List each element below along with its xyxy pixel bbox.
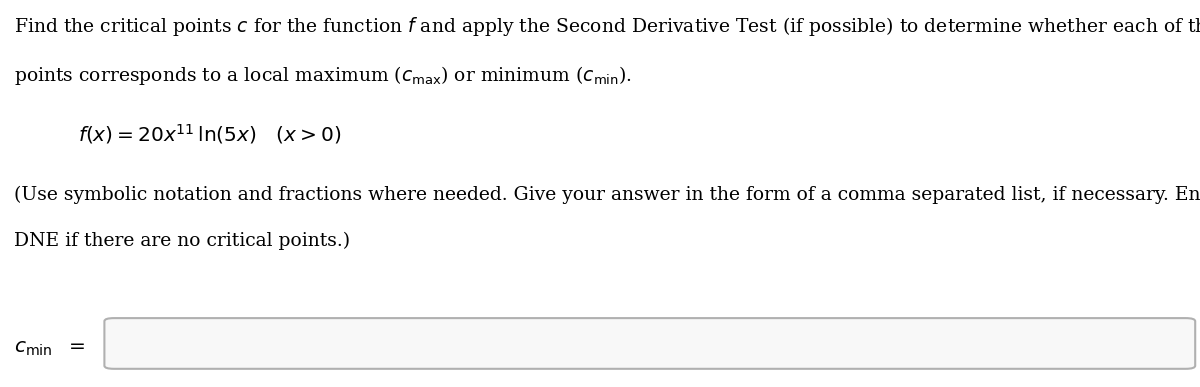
FancyBboxPatch shape <box>104 318 1195 369</box>
Text: $f(x) = 20x^{11}\,\mathrm{ln}(5x) \quad (x > 0)$: $f(x) = 20x^{11}\,\mathrm{ln}(5x) \quad … <box>78 122 341 146</box>
Text: points corresponds to a local maximum ($c_{\mathrm{max}}$) or minimum ($c_{\math: points corresponds to a local maximum ($… <box>14 64 632 87</box>
Text: (Use symbolic notation and fractions where needed. Give your answer in the form : (Use symbolic notation and fractions whe… <box>14 186 1200 204</box>
Text: DNE if there are no critical points.): DNE if there are no critical points.) <box>14 232 350 250</box>
Text: Find the critical points $c$ for the function $f$ and apply the Second Derivativ: Find the critical points $c$ for the fun… <box>14 15 1200 38</box>
Text: $c_{\mathrm{min}}$  $=$: $c_{\mathrm{min}}$ $=$ <box>14 339 86 358</box>
